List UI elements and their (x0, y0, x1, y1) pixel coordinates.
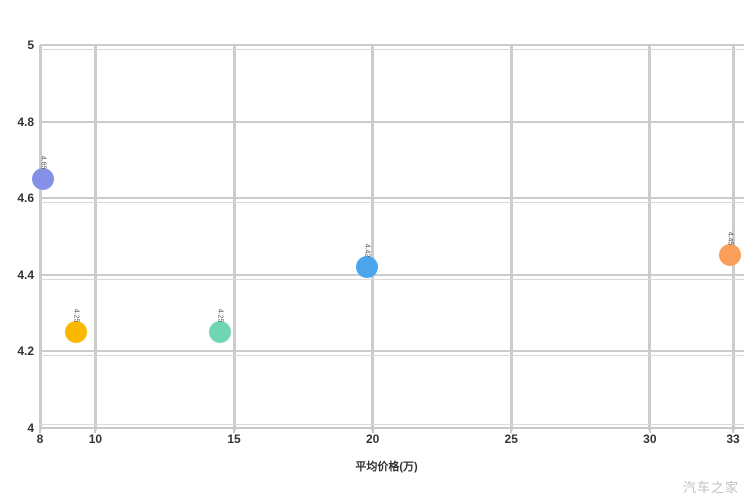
x-axis-tick-label: 30 (643, 431, 657, 446)
x-axis-tick (39, 428, 41, 433)
scatter-point (719, 244, 742, 267)
horizontal-gridline-secondary (40, 202, 744, 203)
x-axis-tick (371, 428, 374, 433)
x-axis-tick (732, 428, 734, 433)
scatter-point (356, 255, 379, 278)
vertical-gridline (509, 45, 513, 430)
horizontal-gridline-secondary (40, 49, 744, 50)
x-axis-tick-label: 33 (726, 431, 740, 446)
x-axis-tick-label: 20 (365, 431, 380, 446)
scatter-point-label: 4.42 (357, 232, 377, 258)
scatter-point-label-text: 4.25 (216, 308, 224, 323)
scatter-point-label: 4.25 (66, 297, 86, 323)
vertical-gridline (371, 45, 375, 430)
scatter-point-label: 4.25 (210, 297, 230, 323)
scatter-point (31, 167, 54, 190)
vertical-gridline (648, 45, 652, 430)
vertical-gridline (38, 45, 42, 430)
x-axis-tick-label: 25 (504, 431, 518, 446)
x-axis-tick-label: 15 (227, 431, 241, 446)
horizontal-gridline (40, 350, 744, 352)
y-axis-tick-label: 4.8 (17, 114, 34, 129)
scatter-point-label: 4.45 (720, 220, 740, 246)
watermark-logo-text: 汽车之家 (682, 480, 739, 495)
horizontal-gridline (40, 44, 744, 46)
scatter-point-label-text: 4.45 (726, 232, 734, 246)
scatter-point-label: 4.65 (33, 144, 53, 170)
vertical-gridline (93, 45, 97, 430)
x-axis-tick-label: 8 (36, 431, 44, 446)
x-axis-tick (510, 428, 513, 433)
vertical-gridline (731, 45, 735, 430)
scatter-point (209, 320, 232, 343)
vertical-gridline (232, 45, 236, 430)
x-axis-line (40, 426, 744, 429)
y-axis-tick-label: 4 (27, 420, 34, 435)
horizontal-gridline-secondary (40, 423, 744, 425)
x-axis-tick (648, 428, 651, 433)
y-axis-tick-label: 4.2 (17, 344, 34, 358)
y-axis-tick-label: 4.6 (17, 191, 34, 205)
scatter-point-label-text: 4.65 (39, 155, 47, 170)
scatter-point-label-text: 4.42 (363, 243, 371, 258)
horizontal-gridline-secondary (40, 355, 744, 356)
y-axis-tick-label: 5 (27, 38, 34, 52)
horizontal-gridline (40, 120, 744, 123)
x-axis-title: 平均价格(万) (355, 461, 418, 473)
horizontal-gridline (40, 197, 744, 199)
x-axis-tick (233, 428, 236, 433)
scatter-point-label-text: 4.25 (72, 308, 80, 323)
scatter-point (65, 320, 88, 343)
y-axis-tick-label: 4.4 (17, 267, 34, 282)
x-axis-tick-label: 10 (88, 431, 103, 446)
horizontal-gridline (40, 273, 744, 276)
horizontal-gridline-secondary (40, 278, 744, 280)
x-axis-tick (94, 428, 97, 433)
